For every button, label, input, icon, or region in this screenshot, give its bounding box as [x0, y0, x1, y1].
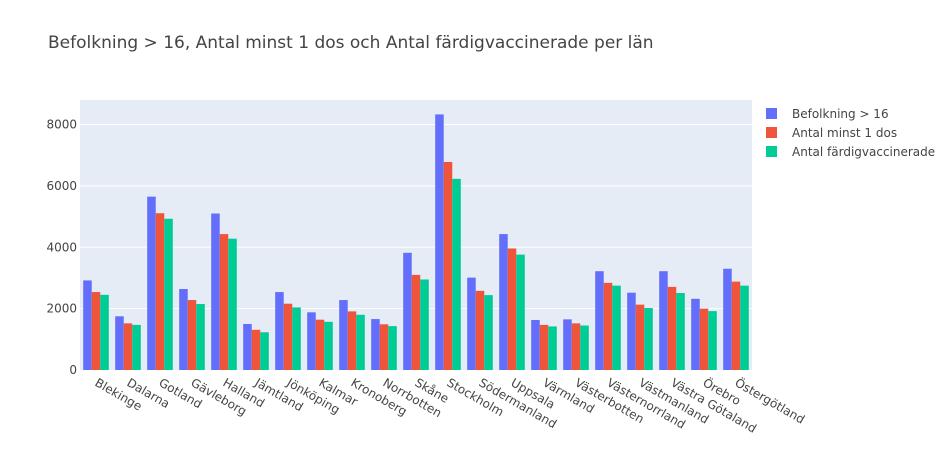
- legend-swatch: [766, 146, 777, 157]
- bar[interactable]: [179, 289, 188, 370]
- bar[interactable]: [708, 311, 717, 370]
- legend-label: Antal färdigvaccinerade: [792, 145, 935, 159]
- bar[interactable]: [676, 292, 685, 370]
- bar[interactable]: [740, 285, 749, 370]
- bar[interactable]: [132, 324, 141, 370]
- y-axis: 0 2000 4000 6000 8000: [46, 118, 77, 377]
- y-tick-label: 8000: [46, 118, 77, 132]
- bar[interactable]: [147, 196, 156, 370]
- bar[interactable]: [251, 329, 261, 370]
- bar[interactable]: [155, 213, 165, 370]
- y-tick-label: 4000: [46, 240, 77, 254]
- bar[interactable]: [211, 213, 220, 370]
- bar[interactable]: [531, 319, 540, 370]
- bar[interactable]: [228, 238, 237, 370]
- bar[interactable]: [91, 292, 101, 370]
- legend-swatch: [766, 127, 777, 138]
- bar[interactable]: [499, 234, 508, 370]
- legend-item[interactable]: Befolkning > 16: [766, 107, 889, 121]
- bar[interactable]: [659, 271, 668, 370]
- bar[interactable]: [539, 324, 549, 370]
- bar[interactable]: [723, 268, 732, 370]
- bar[interactable]: [691, 298, 700, 370]
- bar[interactable]: [699, 308, 709, 370]
- legend[interactable]: Befolkning > 16 Antal minst 1 dos Antal fä…: [766, 107, 935, 159]
- bar[interactable]: [580, 325, 589, 370]
- bar[interactable]: [731, 281, 741, 370]
- bar[interactable]: [83, 280, 92, 370]
- bar[interactable]: [260, 332, 269, 370]
- bar[interactable]: [187, 300, 197, 370]
- bar[interactable]: [356, 314, 365, 370]
- bar[interactable]: [435, 114, 444, 370]
- bar[interactable]: [452, 178, 461, 370]
- bar[interactable]: [411, 274, 421, 370]
- bar[interactable]: [347, 311, 357, 370]
- bar[interactable]: [595, 271, 604, 370]
- bar[interactable]: [644, 308, 653, 370]
- bar[interactable]: [339, 300, 348, 370]
- x-axis: BlekingeDalarnaGotlandGävleborgHallandJä…: [93, 374, 809, 436]
- legend-item[interactable]: Antal färdigvaccinerade: [766, 145, 935, 159]
- bar[interactable]: [164, 218, 173, 370]
- bars: [83, 114, 749, 370]
- bar[interactable]: [443, 161, 453, 370]
- y-tick-label: 0: [69, 363, 77, 377]
- bar[interactable]: [100, 294, 109, 370]
- bar[interactable]: [292, 307, 301, 370]
- bar[interactable]: [307, 312, 316, 370]
- bar[interactable]: [115, 316, 124, 370]
- y-tick-label: 2000: [46, 302, 77, 316]
- bar[interactable]: [283, 303, 293, 370]
- y-tick-label: 6000: [46, 179, 77, 193]
- bar[interactable]: [315, 319, 325, 370]
- bar[interactable]: [571, 323, 581, 370]
- bar[interactable]: [123, 323, 133, 370]
- legend-swatch: [766, 108, 777, 119]
- bar[interactable]: [484, 295, 493, 370]
- bar[interactable]: [371, 319, 380, 370]
- bar[interactable]: [467, 277, 476, 370]
- bar[interactable]: [612, 285, 621, 370]
- legend-item[interactable]: Antal minst 1 dos: [766, 126, 897, 140]
- legend-label: Befolkning > 16: [792, 107, 889, 121]
- bar[interactable]: [275, 292, 284, 370]
- legend-label: Antal minst 1 dos: [792, 126, 897, 140]
- bar[interactable]: [667, 286, 677, 370]
- bar[interactable]: [403, 252, 412, 370]
- bar[interactable]: [548, 326, 557, 370]
- bar[interactable]: [379, 324, 389, 370]
- chart-title: Befolkning > 16, Antal minst 1 dos och A…: [48, 33, 654, 53]
- bar[interactable]: [635, 304, 645, 370]
- bar[interactable]: [603, 282, 613, 370]
- bar[interactable]: [243, 323, 252, 370]
- bar[interactable]: [196, 304, 205, 370]
- bar[interactable]: [507, 248, 517, 371]
- bar[interactable]: [475, 290, 485, 370]
- bar[interactable]: [219, 234, 229, 370]
- bar[interactable]: [388, 326, 397, 370]
- bar[interactable]: [324, 321, 333, 370]
- bar[interactable]: [420, 279, 429, 370]
- bar[interactable]: [563, 319, 572, 370]
- bar[interactable]: [516, 254, 525, 370]
- bar[interactable]: [627, 292, 636, 370]
